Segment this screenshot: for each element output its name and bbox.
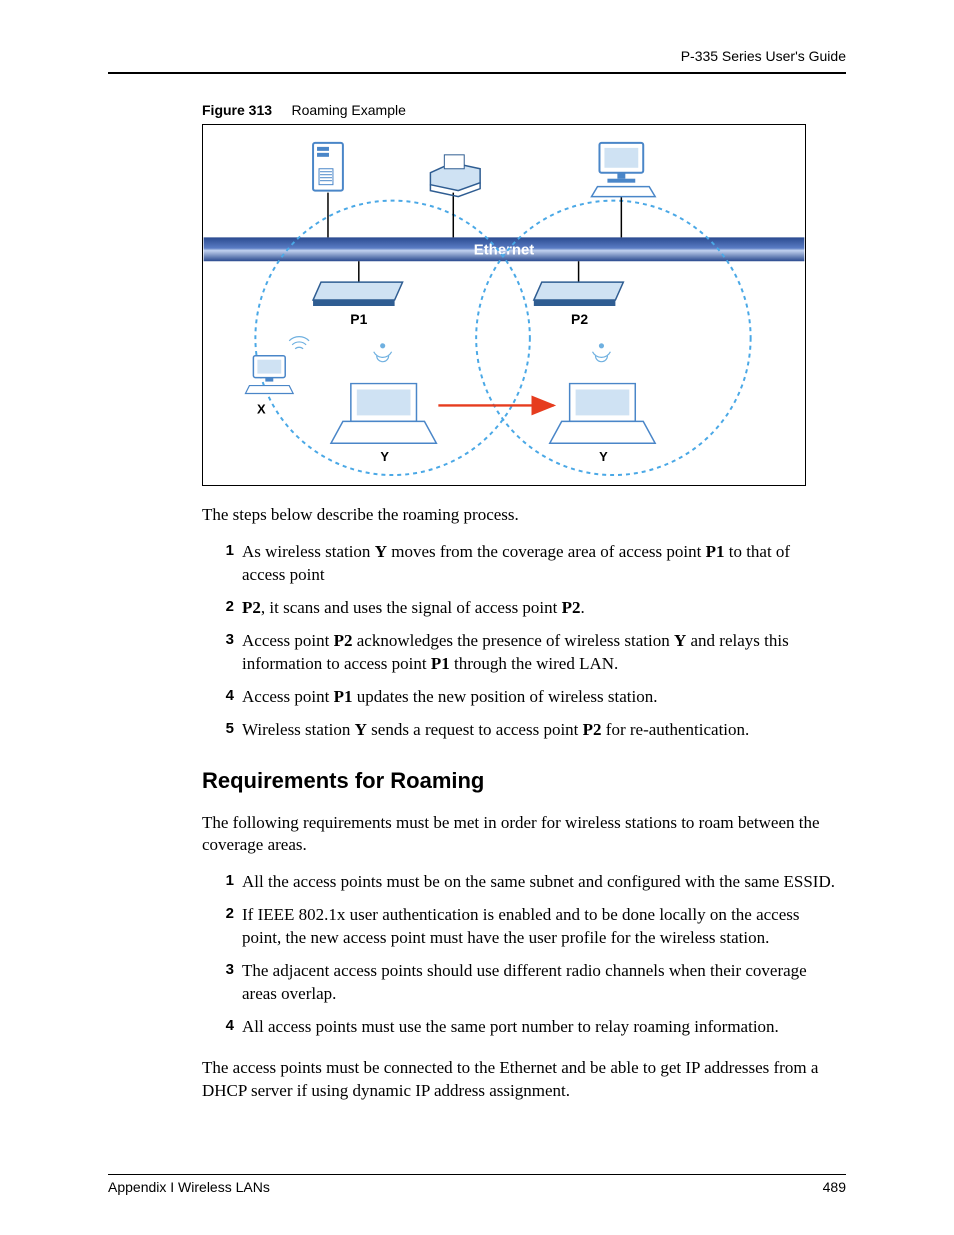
list-item: 4 All access points must use the same por… (220, 1016, 836, 1039)
list-number: 1 (220, 541, 234, 559)
intro-roaming: The steps below describe the roaming pro… (202, 504, 846, 527)
figure-box: Ethernet (202, 124, 806, 486)
list-body: Access point P1 updates the new position… (242, 686, 836, 709)
list-number: 4 (220, 686, 234, 704)
requirements-list: 1 All the access points must be on the sa… (220, 871, 836, 1039)
list-item: 5 Wireless station Y sends a request to a… (220, 719, 836, 742)
list-number: 2 (220, 904, 234, 922)
list-body: Access point P2 acknowledges the presenc… (242, 630, 836, 676)
list-body: P2, it scans and uses the signal of acce… (242, 597, 836, 620)
laptop-y-right-label: Y (599, 449, 608, 464)
list-item: 3 Access point P2 acknowledges the presen… (220, 630, 836, 676)
station-x-label: X (257, 401, 266, 416)
intro-requirements: The following requirements must be met i… (202, 812, 846, 858)
roaming-steps-list: 1 As wireless station Y moves from the co… (220, 541, 836, 742)
figure-label: Figure 313 (202, 102, 272, 118)
wifi-waves-x-icon (289, 337, 309, 349)
roaming-diagram: Ethernet (203, 125, 805, 485)
figure-caption: Figure 313 Roaming Example (202, 102, 846, 118)
list-body: If IEEE 802.1x user authentication is en… (242, 904, 836, 950)
list-item: 2 P2, it scans and uses the signal of acc… (220, 597, 836, 620)
laptop-y-left-icon (331, 384, 436, 444)
header-guide-title: P-335 Series User's Guide (108, 48, 846, 72)
wifi-waves-p1-icon (374, 344, 392, 362)
server-icon (313, 143, 343, 191)
list-item: 4 Access point P1 updates the new positio… (220, 686, 836, 709)
ap-p2-label: P2 (571, 311, 588, 327)
list-body: Wireless station Y sends a request to ac… (242, 719, 836, 742)
printer-icon (430, 155, 480, 197)
list-body: As wireless station Y moves from the cov… (242, 541, 836, 587)
header-rule (108, 72, 846, 74)
list-number: 4 (220, 1016, 234, 1034)
footer-appendix: Appendix I Wireless LANs (108, 1179, 270, 1195)
list-number: 1 (220, 871, 234, 889)
ap-p1-label: P1 (350, 311, 367, 327)
laptop-y-left-label: Y (380, 449, 389, 464)
laptop-y-right-icon (550, 384, 655, 444)
list-item: 1 All the access points must be on the sa… (220, 871, 836, 894)
footer-page-number: 489 (823, 1179, 846, 1195)
figure-title: Roaming Example (291, 102, 405, 118)
footer: Appendix I Wireless LANs 489 (108, 1174, 846, 1195)
closing-para: The access points must be connected to t… (202, 1057, 846, 1103)
list-item: 3 The adjacent access points should use d… (220, 960, 836, 1006)
footer-rule (108, 1174, 846, 1175)
list-item: 1 As wireless station Y moves from the co… (220, 541, 836, 587)
pc-icon (592, 143, 656, 197)
wifi-waves-p2-icon (593, 344, 611, 362)
station-x-icon (245, 356, 293, 394)
list-number: 3 (220, 960, 234, 978)
list-body: The adjacent access points should use di… (242, 960, 836, 1006)
list-item: 2 If IEEE 802.1x user authentication is e… (220, 904, 836, 950)
list-number: 5 (220, 719, 234, 737)
document-page: P-335 Series User's Guide Figure 313 Roa… (0, 0, 954, 1235)
access-point-p1-icon (313, 282, 403, 306)
list-body: All the access points must be on the sam… (242, 871, 836, 894)
list-body: All access points must use the same port… (242, 1016, 836, 1039)
list-number: 2 (220, 597, 234, 615)
access-point-p2-icon (534, 282, 624, 306)
section-heading: Requirements for Roaming (202, 768, 846, 794)
list-number: 3 (220, 630, 234, 648)
